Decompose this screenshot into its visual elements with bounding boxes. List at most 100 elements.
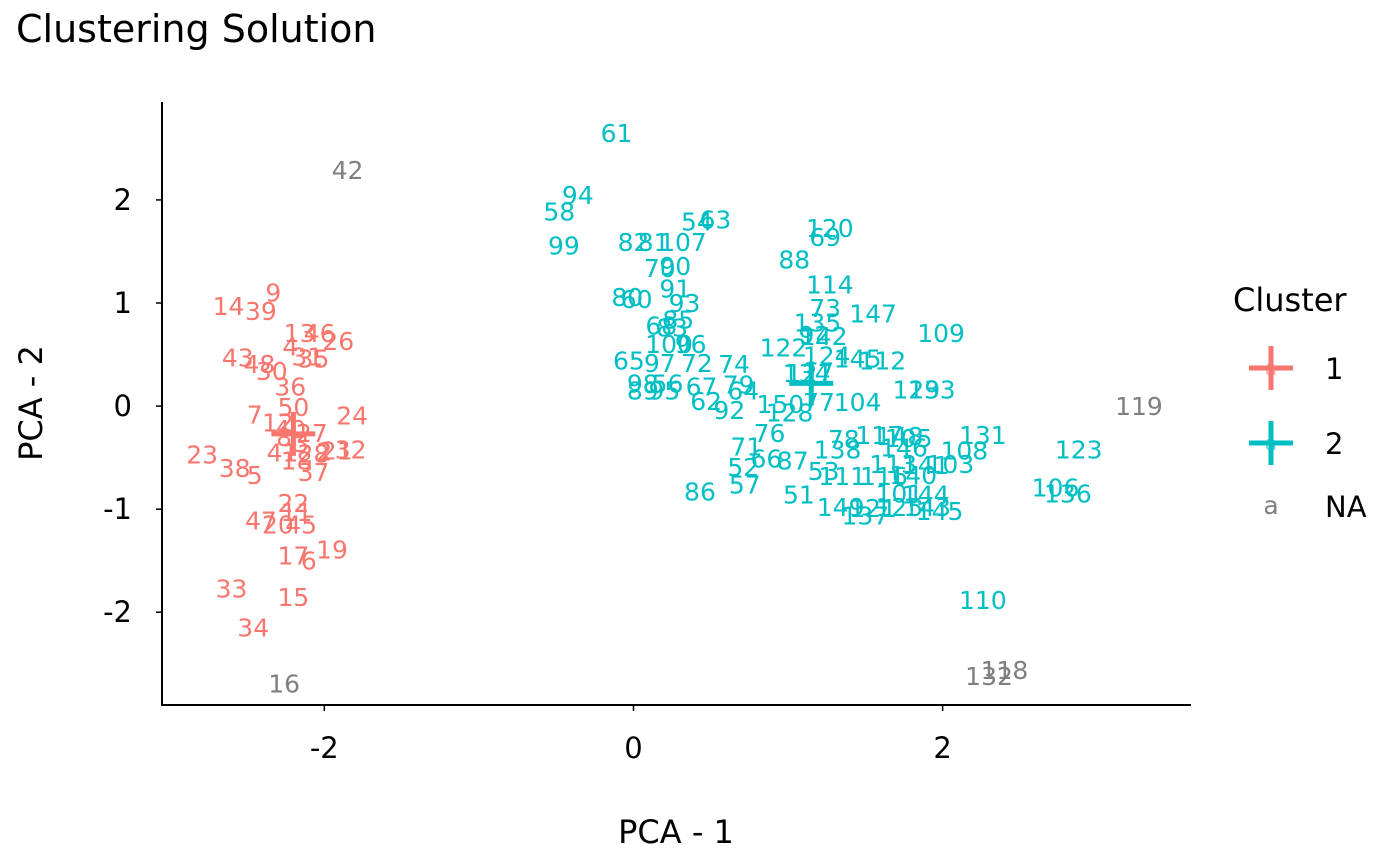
point-label: 19 [316, 535, 348, 564]
point-label: 20 [262, 511, 294, 540]
legend-label: 1 [1325, 352, 1343, 386]
point-label: 112 [859, 347, 907, 376]
y-tick-label: 0 [114, 389, 132, 423]
point-label: 78 [828, 425, 860, 454]
point-label: 143 [903, 493, 951, 522]
chart-title: Clustering Solution [16, 7, 377, 51]
point-label: 99 [548, 231, 580, 260]
point-label: 137 [842, 501, 890, 530]
point-label: 140 [889, 461, 937, 490]
point-label: 136 [1044, 480, 1092, 509]
point-label: 149 [817, 493, 865, 522]
point-label: 87 [777, 447, 809, 476]
point-label: 64 [727, 377, 759, 406]
point-label: 76 [754, 419, 786, 448]
point-label: 113 [869, 450, 917, 479]
point-label: 11 [281, 498, 313, 527]
point-label: 80 [611, 283, 643, 312]
y-tick-label: 2 [114, 183, 132, 217]
point-label: 123 [1055, 435, 1103, 464]
point-label: 53 [808, 457, 840, 486]
point-label: 51 [783, 481, 815, 510]
point-label: 93 [669, 289, 701, 318]
point-label: 111 [818, 462, 866, 491]
point-label: 77 [803, 388, 835, 417]
point-label: 54 [681, 208, 713, 237]
point-label: 28 [298, 439, 330, 468]
point-label: 74 [718, 350, 750, 379]
point-label: 34 [237, 614, 269, 643]
x-tick-labels: -2 0 2 [310, 705, 952, 765]
point-label: 107 [659, 228, 707, 257]
point-label: 132 [965, 662, 1013, 691]
x-tick-label: -2 [310, 731, 339, 765]
point-label: 131 [959, 421, 1007, 450]
point-label: 141 [902, 451, 950, 480]
point-label: 38 [219, 454, 251, 483]
point-label: 125 [876, 493, 924, 522]
legend-keys: a 1 a 2 a NA [1249, 346, 1367, 524]
point-label: 97 [644, 349, 676, 378]
point-label: 2 [316, 437, 332, 466]
point-label: 121 [849, 494, 897, 523]
point-label: 18 [281, 447, 313, 476]
point-label: 6 [301, 547, 317, 576]
legend-label: 2 [1325, 427, 1343, 461]
point-label: 81 [638, 228, 670, 257]
point-label: 36 [274, 372, 306, 401]
point-label: 142 [800, 322, 848, 351]
point-label: 122 [760, 333, 808, 362]
y-tick-label: -1 [103, 492, 132, 526]
point-label: 69 [809, 223, 841, 252]
point-label: 86 [684, 478, 716, 507]
point-label: 56 [652, 369, 684, 398]
point-label: 8 [276, 423, 292, 452]
point-label: 148 [876, 422, 924, 451]
point-label: 26 [322, 327, 354, 356]
point-label: 101 [876, 480, 924, 509]
legend: Cluster a 1 a 2 a NA [1233, 281, 1367, 524]
point-label: 94 [562, 181, 594, 210]
point-label: 63 [700, 206, 732, 235]
point-label: 3 [293, 429, 309, 458]
point-label: 35 [298, 345, 330, 374]
point-label: 60 [621, 285, 653, 314]
point-label: 37 [298, 458, 330, 487]
point-label: 96 [675, 330, 707, 359]
point-label: 42 [332, 156, 364, 185]
point-label: 144 [902, 481, 950, 510]
point-label: 24 [336, 401, 368, 430]
point-label: 62 [690, 387, 722, 416]
point-label: 16 [268, 669, 300, 698]
point-label: 48 [243, 350, 275, 379]
plot-axes: -2 0 2 -2 -1 0 1 2 [103, 102, 1191, 765]
legend-label: NA [1325, 490, 1367, 524]
point-label: 39 [245, 297, 277, 326]
point-label: 52 [727, 453, 759, 482]
point-label: 95 [648, 377, 680, 406]
point-label: 45 [285, 511, 317, 540]
point-label: 30 [256, 357, 288, 386]
legend-title: Cluster [1233, 281, 1347, 319]
point-label: 135 [794, 309, 842, 338]
point-label: 104 [834, 388, 882, 417]
point-label: 65 [613, 347, 645, 376]
point-label: 100 [645, 330, 693, 359]
point-label: 83 [656, 314, 688, 343]
point-label: 146 [880, 433, 928, 462]
point-label: 138 [814, 435, 862, 464]
point-label: 145 [916, 497, 964, 526]
y-axis-title: PCA - 2 [12, 345, 50, 461]
point-label: 92 [798, 321, 830, 350]
point-label: 73 [809, 294, 841, 323]
point-label: 88 [778, 246, 810, 275]
point-label: 85 [662, 305, 694, 334]
point-label: 98 [627, 369, 659, 398]
point-label: 109 [917, 319, 965, 348]
y-tick-labels: -2 -1 0 1 2 [103, 183, 162, 629]
point-label: 5 [247, 461, 263, 490]
x-tick-label: 0 [624, 731, 642, 765]
x-tick-label: 2 [933, 731, 951, 765]
